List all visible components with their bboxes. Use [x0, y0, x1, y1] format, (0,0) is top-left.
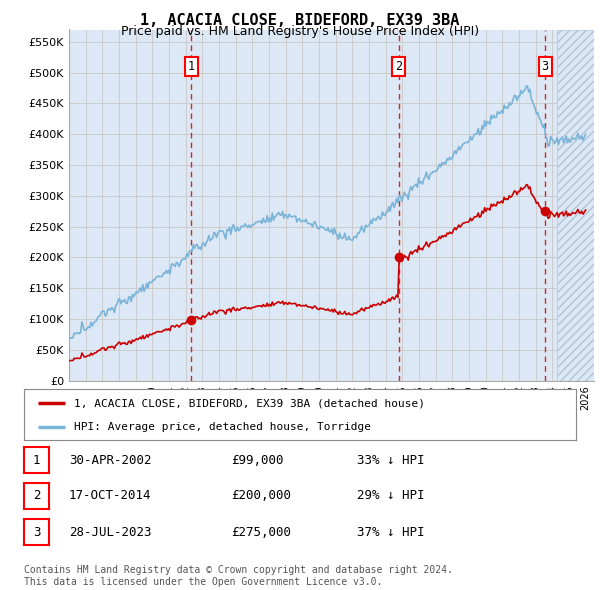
Text: 28-JUL-2023: 28-JUL-2023	[69, 526, 151, 539]
Text: 2: 2	[395, 60, 403, 73]
Text: £99,000: £99,000	[231, 454, 284, 467]
Text: £200,000: £200,000	[231, 489, 291, 502]
Text: 3: 3	[33, 526, 40, 539]
Text: £275,000: £275,000	[231, 526, 291, 539]
Text: 1: 1	[33, 454, 40, 467]
Text: Contains HM Land Registry data © Crown copyright and database right 2024.
This d: Contains HM Land Registry data © Crown c…	[24, 565, 453, 587]
Bar	[557, 30, 594, 381]
Text: 33% ↓ HPI: 33% ↓ HPI	[357, 454, 425, 467]
Text: 1, ACACIA CLOSE, BIDEFORD, EX39 3BA (detached house): 1, ACACIA CLOSE, BIDEFORD, EX39 3BA (det…	[74, 398, 425, 408]
Text: 1, ACACIA CLOSE, BIDEFORD, EX39 3BA: 1, ACACIA CLOSE, BIDEFORD, EX39 3BA	[140, 13, 460, 28]
Text: HPI: Average price, detached house, Torridge: HPI: Average price, detached house, Torr…	[74, 422, 371, 432]
Text: 30-APR-2002: 30-APR-2002	[69, 454, 151, 467]
Text: 2: 2	[33, 489, 40, 502]
Text: 3: 3	[542, 60, 549, 73]
Text: 1: 1	[188, 60, 195, 73]
Text: Price paid vs. HM Land Registry's House Price Index (HPI): Price paid vs. HM Land Registry's House …	[121, 25, 479, 38]
Text: 29% ↓ HPI: 29% ↓ HPI	[357, 489, 425, 502]
Text: 17-OCT-2014: 17-OCT-2014	[69, 489, 151, 502]
Text: 37% ↓ HPI: 37% ↓ HPI	[357, 526, 425, 539]
